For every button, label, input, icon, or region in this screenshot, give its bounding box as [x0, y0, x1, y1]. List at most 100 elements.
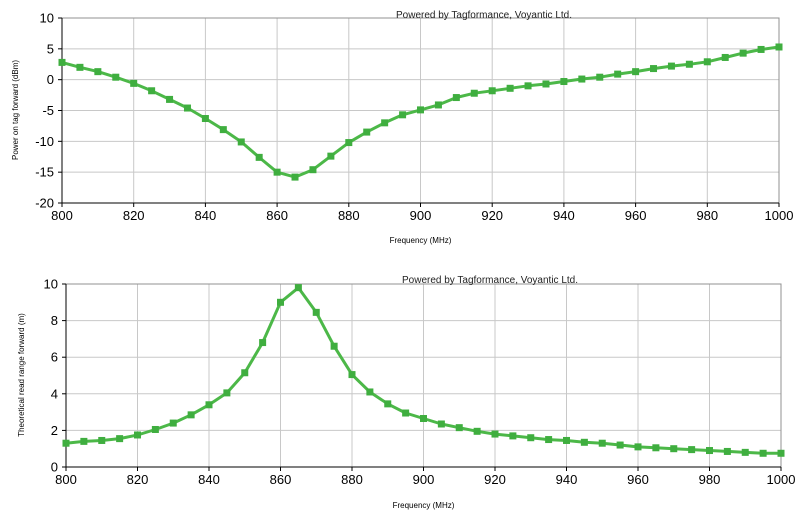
y-tick-label: 0	[47, 72, 54, 87]
data-point	[650, 65, 658, 73]
y-tick-label: 5	[47, 41, 54, 56]
data-point	[277, 298, 284, 306]
data-point	[166, 95, 174, 103]
data-point	[420, 415, 427, 423]
data-point	[560, 78, 568, 86]
data-point	[381, 119, 389, 127]
data-point	[563, 436, 570, 444]
x-tick-label: 840	[195, 208, 217, 223]
y-tick-label: 2	[51, 423, 58, 438]
data-point	[348, 371, 356, 379]
data-point	[237, 138, 245, 146]
data-point	[759, 449, 767, 457]
y-tick-label: 0	[51, 460, 58, 475]
data-point	[723, 447, 731, 455]
data-point	[452, 94, 460, 102]
data-point	[169, 419, 177, 427]
data-point	[703, 58, 711, 66]
data-point	[151, 425, 159, 433]
data-point	[652, 444, 660, 452]
data-point	[241, 369, 249, 377]
data-point	[201, 115, 209, 123]
data-point	[291, 173, 299, 181]
x-tick-label: 900	[410, 208, 432, 223]
x-tick-label: 840	[198, 472, 220, 487]
x-axis-label: Frequency (MHz)	[390, 236, 452, 245]
data-point	[488, 87, 496, 95]
x-tick-label: 920	[484, 472, 506, 487]
data-point	[402, 409, 410, 417]
data-point	[506, 84, 514, 92]
x-tick-label: 1000	[765, 208, 794, 223]
y-tick-label: 10	[44, 277, 58, 292]
x-tick-label: 900	[413, 472, 435, 487]
data-point	[685, 60, 693, 68]
x-tick-label: 1000	[767, 472, 796, 487]
x-tick-label: 960	[627, 472, 649, 487]
x-tick-label: 820	[123, 208, 145, 223]
data-point	[542, 80, 550, 88]
data-point	[80, 437, 88, 445]
data-point	[417, 106, 424, 114]
data-point	[437, 420, 445, 428]
data-point	[688, 446, 696, 454]
data-point	[330, 342, 338, 350]
data-point	[98, 436, 106, 444]
x-axis-label: Frequency (MHz)	[393, 501, 455, 510]
data-point	[134, 431, 141, 439]
data-point	[616, 441, 624, 449]
x-tick-label: 960	[625, 208, 647, 223]
data-point	[741, 448, 749, 456]
data-point	[545, 436, 553, 444]
y-tick-label: -10	[35, 134, 54, 149]
data-point	[596, 73, 604, 81]
y-tick-label: 6	[51, 350, 58, 365]
x-tick-label: 980	[699, 472, 721, 487]
x-tick-label: 820	[127, 472, 149, 487]
data-point	[187, 411, 195, 419]
data-point	[434, 101, 442, 109]
data-point	[614, 70, 622, 78]
data-point	[739, 49, 747, 57]
data-point	[777, 449, 785, 457]
y-tick-label: -15	[35, 165, 54, 180]
data-point	[183, 104, 191, 112]
data-point	[116, 435, 124, 443]
data-point	[473, 427, 481, 435]
x-tick-label: 860	[266, 208, 288, 223]
data-point	[130, 79, 138, 87]
data-point	[58, 58, 66, 66]
y-tick-label: 4	[51, 386, 58, 401]
data-point	[527, 434, 535, 442]
data-point	[455, 424, 463, 432]
data-point	[509, 432, 517, 440]
data-point	[524, 82, 532, 90]
x-tick-label: 800	[55, 472, 77, 487]
data-point	[294, 284, 302, 292]
data-point	[327, 152, 335, 160]
data-point	[632, 68, 640, 76]
data-point	[580, 438, 588, 446]
power-forward-chart: 800 820 840 860 880 900 920 940 960 980 1000 -20 -15…	[11, 10, 793, 245]
data-point	[345, 139, 353, 147]
data-point	[634, 443, 642, 451]
data-point	[112, 73, 120, 81]
data-point	[205, 401, 213, 409]
data-point	[721, 53, 729, 61]
x-tick-label: 980	[696, 208, 718, 223]
data-point	[363, 128, 371, 136]
data-point	[491, 430, 499, 438]
y-tick-label: -20	[35, 196, 54, 211]
x-tick-label: 880	[338, 208, 360, 223]
x-tick-label: 800	[51, 208, 73, 223]
data-point	[62, 439, 70, 447]
data-point	[76, 63, 84, 71]
data-point	[578, 75, 586, 83]
data-point	[148, 87, 156, 95]
x-tick-label: 920	[481, 208, 503, 223]
y-axis-label: Power on tag forward (dBm)	[11, 60, 20, 160]
data-point	[667, 62, 675, 70]
data-point	[706, 447, 713, 455]
credit-label: Powered by Tagformance, Voyantic Ltd.	[402, 275, 578, 286]
